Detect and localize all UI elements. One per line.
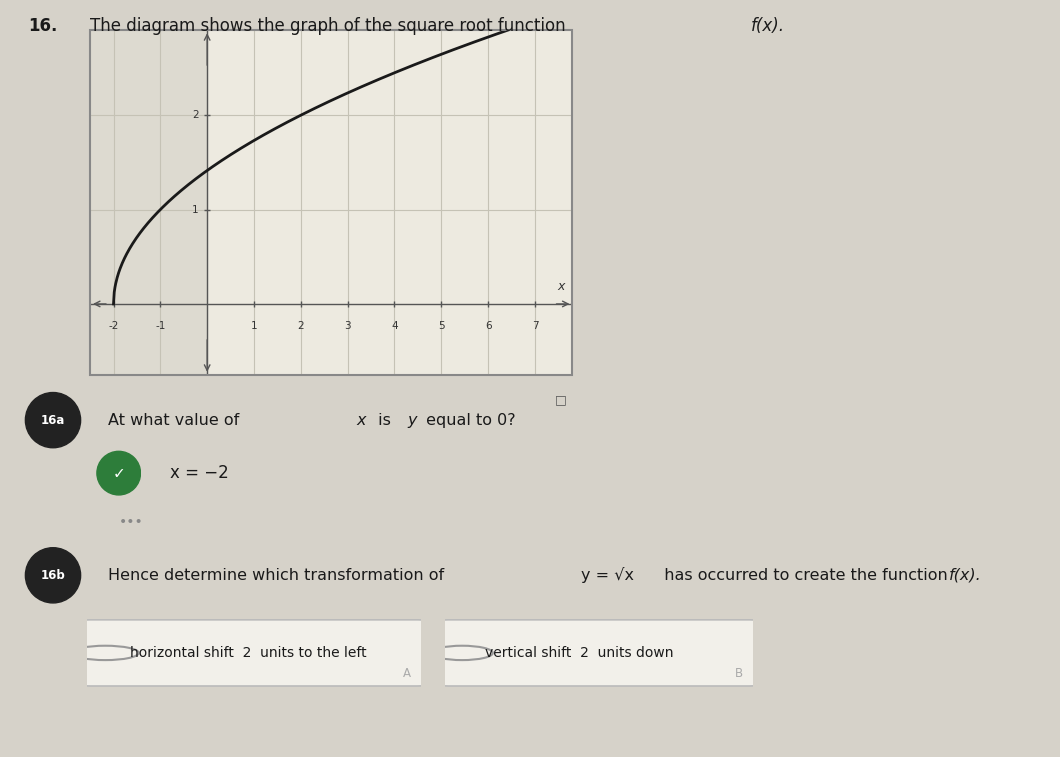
Text: vertical shift  2  units down: vertical shift 2 units down bbox=[485, 646, 674, 660]
Circle shape bbox=[25, 393, 81, 447]
Text: 6: 6 bbox=[484, 321, 492, 331]
Text: x = −2: x = −2 bbox=[170, 464, 228, 482]
Text: 16b: 16b bbox=[40, 569, 66, 582]
Text: -1: -1 bbox=[155, 321, 165, 331]
Text: Hence determine which transformation of: Hence determine which transformation of bbox=[108, 568, 449, 583]
Text: y: y bbox=[407, 413, 417, 428]
Text: f(x).: f(x). bbox=[750, 17, 784, 36]
Text: 4: 4 bbox=[391, 321, 398, 331]
Circle shape bbox=[25, 548, 81, 603]
Text: The diagram shows the graph of the square root function: The diagram shows the graph of the squar… bbox=[90, 17, 571, 36]
Text: x: x bbox=[356, 413, 366, 428]
Text: ✓: ✓ bbox=[112, 466, 125, 481]
Text: 16.: 16. bbox=[29, 17, 58, 36]
Text: 7: 7 bbox=[532, 321, 538, 331]
FancyBboxPatch shape bbox=[77, 620, 430, 686]
Text: x: x bbox=[556, 280, 564, 293]
Text: f(x).: f(x). bbox=[949, 568, 982, 583]
Text: 3: 3 bbox=[344, 321, 351, 331]
Text: 2: 2 bbox=[298, 321, 304, 331]
Text: B: B bbox=[736, 667, 743, 681]
Text: □: □ bbox=[555, 394, 567, 407]
Text: -2: -2 bbox=[108, 321, 119, 331]
Bar bbox=[90, 30, 207, 375]
Text: y = √x: y = √x bbox=[581, 567, 634, 584]
Text: A: A bbox=[403, 667, 411, 681]
Bar bbox=[90, 30, 572, 375]
Text: has occurred to create the function: has occurred to create the function bbox=[654, 568, 953, 583]
Text: 1: 1 bbox=[192, 204, 198, 214]
Text: is: is bbox=[373, 413, 396, 428]
Text: 2: 2 bbox=[192, 111, 198, 120]
Text: At what value of: At what value of bbox=[108, 413, 245, 428]
Text: 5: 5 bbox=[438, 321, 444, 331]
Text: 16a: 16a bbox=[41, 413, 65, 427]
Text: equal to 0?: equal to 0? bbox=[421, 413, 515, 428]
Text: 1: 1 bbox=[250, 321, 258, 331]
Text: horizontal shift  2  units to the left: horizontal shift 2 units to the left bbox=[130, 646, 367, 660]
Text: •••: ••• bbox=[119, 516, 143, 529]
Circle shape bbox=[96, 451, 141, 495]
FancyBboxPatch shape bbox=[436, 620, 762, 686]
